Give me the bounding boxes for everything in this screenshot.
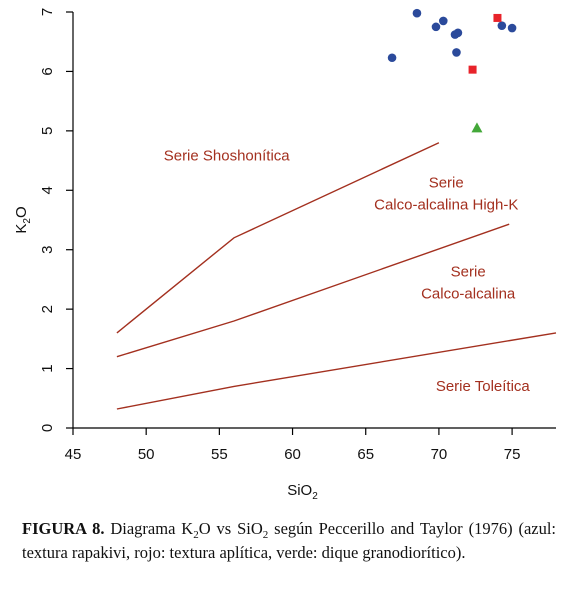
- x-tick-label: 70: [431, 446, 448, 463]
- x-axis-title-base: SiO: [287, 482, 312, 499]
- data-point-circle: [507, 23, 517, 33]
- x-tick-label: 60: [284, 446, 301, 463]
- x-tick-label: 65: [357, 446, 374, 463]
- data-point-circle: [439, 16, 448, 26]
- caption-sub-1: 2: [193, 529, 199, 541]
- caption-label: FIGURA 8.: [22, 519, 105, 538]
- field-label-line: Serie: [451, 263, 486, 280]
- boundary-line-3: [116, 332, 557, 410]
- y-tick-label: 0: [39, 424, 56, 432]
- x-tick-label: 55: [211, 446, 228, 463]
- caption-text-3: según Peccerillo and Taylor (1976) (azul…: [22, 519, 557, 562]
- field-label-line: Serie Shoshonítica: [164, 148, 291, 165]
- data-point-circle: [497, 21, 507, 30]
- field-label-1: Serie Shoshonítica: [164, 148, 291, 165]
- y-axis-title: K2O: [13, 206, 33, 233]
- y-tick-label: 3: [39, 246, 56, 254]
- x-tick-label: 50: [138, 446, 155, 463]
- y-axis-title-base: K: [13, 224, 30, 234]
- y-axis-title-tail: O: [13, 206, 30, 218]
- data-point-circle: [452, 48, 461, 57]
- field-label-3: Serie Calco-alcalina: [421, 263, 516, 302]
- data-point-square: [468, 65, 477, 74]
- data-point-circle: [387, 53, 397, 63]
- caption-text-2: O vs SiO: [198, 519, 263, 538]
- field-label-line: Calco-alcalina: [421, 285, 516, 302]
- x-axis-title-sub: 2: [312, 491, 318, 502]
- y-tick-label: 1: [39, 364, 56, 372]
- field-label-line: Serie: [429, 174, 464, 191]
- y-tick-label: 6: [39, 67, 56, 75]
- y-tick-label: 4: [39, 186, 56, 194]
- y-tick-label: 2: [39, 305, 56, 313]
- y-tick-label: 5: [39, 127, 56, 135]
- field-label-line: Serie Toleítica: [436, 378, 531, 395]
- x-axis-title: SiO2: [287, 482, 318, 502]
- data-point-circle: [453, 28, 463, 38]
- figure-caption: FIGURA 8. Diagrama K2O vs SiO2 según Pec…: [22, 518, 556, 563]
- y-axis-title-sub: 2: [22, 218, 33, 224]
- data-point-circle: [431, 22, 441, 32]
- caption-text-1: Diagrama K: [104, 519, 194, 538]
- data-point-circle: [412, 8, 422, 18]
- field-label-4: Serie Toleítica: [436, 378, 531, 395]
- field-label-2: Serie Calco-alcalina High-K: [374, 174, 518, 213]
- boundary-line-1: [116, 142, 440, 334]
- caption-sub-2: 2: [262, 529, 269, 541]
- axis-frame: [72, 12, 556, 429]
- x-tick-label: 75: [504, 446, 521, 463]
- x-tick-label: 45: [65, 446, 82, 463]
- field-label-line: Calco-alcalina High-K: [374, 196, 518, 213]
- boundary-line-2: [116, 223, 510, 358]
- y-tick-label: 7: [39, 8, 56, 16]
- data-point-square: [493, 13, 502, 22]
- data-point-triangle: [471, 122, 483, 133]
